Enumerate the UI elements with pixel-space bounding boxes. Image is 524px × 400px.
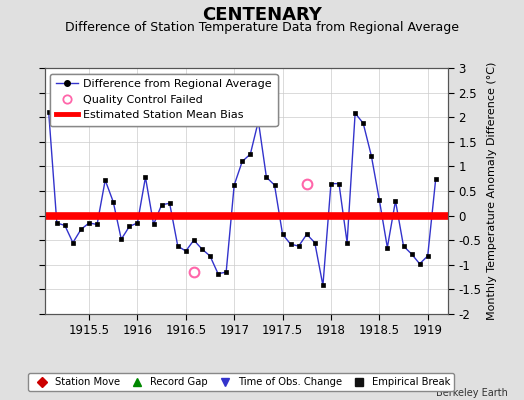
Legend: Difference from Regional Average, Quality Control Failed, Estimated Station Mean: Difference from Regional Average, Qualit… — [50, 74, 278, 126]
Text: Difference of Station Temperature Data from Regional Average: Difference of Station Temperature Data f… — [65, 21, 459, 34]
Text: Berkeley Earth: Berkeley Earth — [436, 388, 508, 398]
Y-axis label: Monthly Temperature Anomaly Difference (°C): Monthly Temperature Anomaly Difference (… — [487, 62, 497, 320]
Legend: Station Move, Record Gap, Time of Obs. Change, Empirical Break: Station Move, Record Gap, Time of Obs. C… — [28, 373, 454, 391]
Text: CENTENARY: CENTENARY — [202, 6, 322, 24]
